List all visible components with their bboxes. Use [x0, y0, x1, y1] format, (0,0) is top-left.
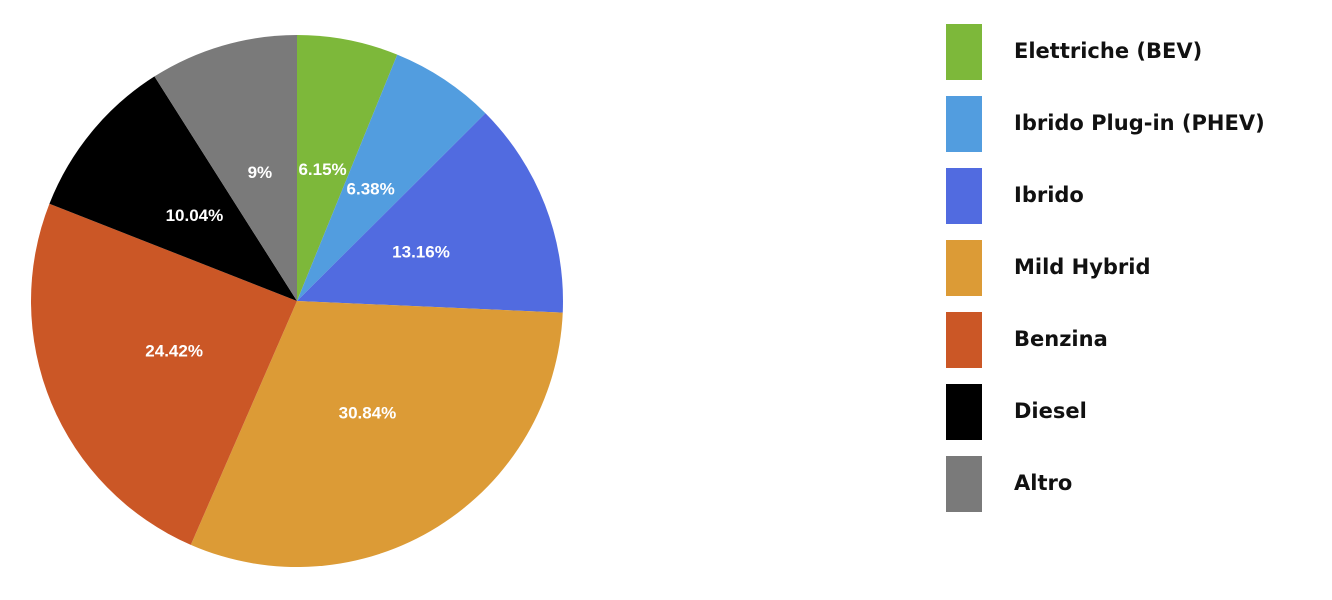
value-label: 24.42% [145, 341, 203, 360]
legend-label: Diesel [1014, 399, 1087, 423]
pie-slice [49, 76, 298, 301]
legend-swatch [946, 24, 982, 80]
legend-swatch [946, 312, 982, 368]
value-label: 30.84% [339, 403, 397, 422]
legend-label: Ibrido Plug-in (PHEV) [1014, 111, 1265, 135]
pie-slice [154, 35, 297, 301]
pie-slice [190, 301, 563, 567]
legend-label: Benzina [1014, 327, 1108, 351]
value-label: 13.16% [392, 242, 450, 261]
legend-label: Altro [1014, 471, 1072, 495]
legend-swatch [946, 384, 982, 440]
legend-label: Ibrido [1014, 183, 1084, 207]
legend-label: Mild Hybrid [1014, 255, 1151, 279]
value-label: 6.15% [298, 160, 346, 179]
value-label: 10.04% [166, 206, 224, 225]
legend-swatch [946, 240, 982, 296]
value-label: 9% [248, 163, 273, 182]
legend-swatch [946, 168, 982, 224]
legend-swatch [946, 456, 982, 512]
value-label: 6.38% [347, 180, 395, 199]
pie-slice [297, 35, 398, 301]
pie-slice [31, 203, 298, 545]
legend-swatch [946, 96, 982, 152]
pie-slice [297, 54, 486, 301]
legend-label: Elettriche (BEV) [1014, 39, 1202, 63]
pie-slice [297, 113, 563, 313]
